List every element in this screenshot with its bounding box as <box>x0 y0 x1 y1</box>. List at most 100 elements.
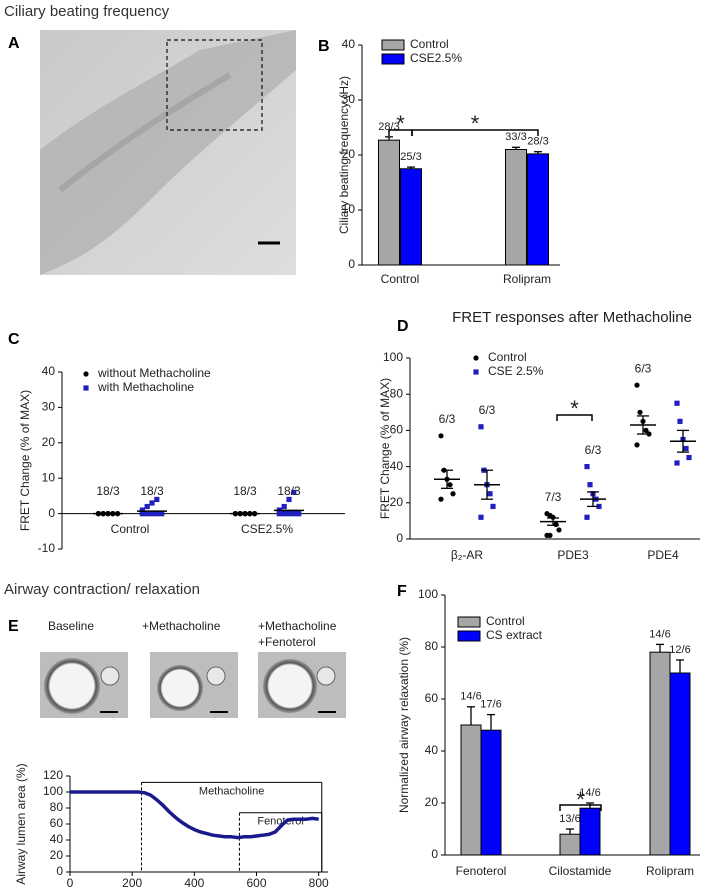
legend-label: with Methacholine <box>97 380 194 394</box>
y-tick-label: 20 <box>42 435 56 449</box>
x-tick-label: Rolipram <box>646 864 694 878</box>
y-tick-label: 100 <box>383 350 403 364</box>
n-label: 18/3 <box>277 484 301 498</box>
bar <box>649 651 671 856</box>
y-tick-label: 30 <box>342 92 356 106</box>
significance-label: * <box>570 396 579 421</box>
y-axis-label: Normalized airway relaxation (%) <box>397 637 411 813</box>
y-tick-label: 60 <box>50 816 64 830</box>
significance-label: * <box>396 111 405 136</box>
point <box>683 445 689 452</box>
n-label: 7/3 <box>545 490 562 504</box>
y-axis-label: Ciliary beating frequency (Hz) <box>337 76 351 234</box>
y-tick-label: 0 <box>48 506 55 520</box>
image-caption: +Fenoterol <box>258 635 316 649</box>
legend-label: Control <box>410 37 449 51</box>
point <box>149 500 155 506</box>
x-tick-label: PDE4 <box>647 548 679 562</box>
point <box>281 503 287 510</box>
point <box>634 442 640 448</box>
point <box>438 496 444 502</box>
bar <box>480 729 502 856</box>
y-axis-label: Airway lumen area (%) <box>14 763 28 884</box>
y-tick-label: 40 <box>50 832 64 846</box>
n-label: 14/6 <box>460 691 481 703</box>
y-tick-label: 100 <box>43 784 63 798</box>
legend-swatch <box>381 53 405 65</box>
point <box>637 409 643 415</box>
legend-label: CSE 2.5% <box>488 364 544 378</box>
y-tick-label: 40 <box>390 459 404 473</box>
point <box>286 511 292 517</box>
significance-bracket <box>556 414 593 421</box>
micrograph <box>40 30 296 275</box>
x-tick-label: 0 <box>67 876 74 888</box>
point <box>281 511 287 517</box>
n-label: 13/6 <box>559 813 580 825</box>
point <box>547 532 553 538</box>
point <box>447 482 453 488</box>
legend-label: Control <box>488 350 527 364</box>
point <box>139 507 145 513</box>
bar <box>669 672 691 856</box>
point <box>83 385 89 391</box>
point <box>83 371 89 377</box>
n-label: 28/3 <box>527 136 548 148</box>
point <box>643 427 649 433</box>
point <box>674 460 680 466</box>
point <box>473 369 479 375</box>
significance-label: * <box>576 787 585 812</box>
x-tick-label: Control <box>111 522 150 536</box>
y-axis-label: FRET Change (% of MAX) <box>378 378 392 519</box>
point <box>438 433 444 439</box>
y-tick-label: 40 <box>42 364 56 378</box>
y-tick-label: 30 <box>42 400 56 414</box>
point <box>149 511 155 517</box>
y-tick-label: 20 <box>390 495 404 509</box>
x-tick-label: CSE2.5% <box>241 522 293 536</box>
point <box>291 511 297 517</box>
y-tick-label: 0 <box>348 257 355 271</box>
x-tick-label: Control <box>381 272 420 286</box>
point <box>144 503 150 510</box>
point <box>553 521 559 528</box>
legend-swatch <box>457 616 481 628</box>
significance-label: * <box>471 111 480 136</box>
point <box>674 400 680 406</box>
point <box>276 511 282 517</box>
y-axis-label: FRET Change (% of MAX) <box>18 390 32 531</box>
x-tick-label: 600 <box>246 876 266 888</box>
y-tick-label: 10 <box>42 470 56 484</box>
x-tick-label: PDE3 <box>557 548 589 562</box>
n-label: 25/3 <box>400 151 421 163</box>
y-tick-label: 40 <box>342 37 356 51</box>
bar <box>460 724 482 856</box>
n-label: 12/6 <box>669 644 690 656</box>
legend-label: CSE2.5% <box>410 51 462 65</box>
significance-bracket <box>559 804 602 811</box>
y-tick-label: 20 <box>425 795 439 809</box>
point <box>144 511 150 517</box>
heading: Airway contraction/ relaxation <box>4 581 200 598</box>
n-label: 18/3 <box>96 484 120 498</box>
panel-label: C <box>8 331 20 348</box>
panel-label: B <box>318 38 330 55</box>
n-label: 18/3 <box>233 484 257 498</box>
line <box>70 790 319 840</box>
bar <box>400 168 422 266</box>
y-tick-label: 10 <box>342 202 356 216</box>
point <box>450 491 456 497</box>
point <box>154 511 160 517</box>
y-tick-label: 20 <box>50 848 64 862</box>
panel-label: D <box>397 318 409 335</box>
y-tick-label: -10 <box>38 541 56 555</box>
point <box>291 489 297 495</box>
panel-label: E <box>8 618 19 635</box>
bar <box>579 807 601 856</box>
bar <box>559 833 581 856</box>
n-label: 14/6 <box>579 787 600 799</box>
n-label: 6/3 <box>585 443 602 457</box>
x-tick-label: Fenoterol <box>456 864 507 878</box>
x-tick-label: Rolipram <box>503 272 551 286</box>
